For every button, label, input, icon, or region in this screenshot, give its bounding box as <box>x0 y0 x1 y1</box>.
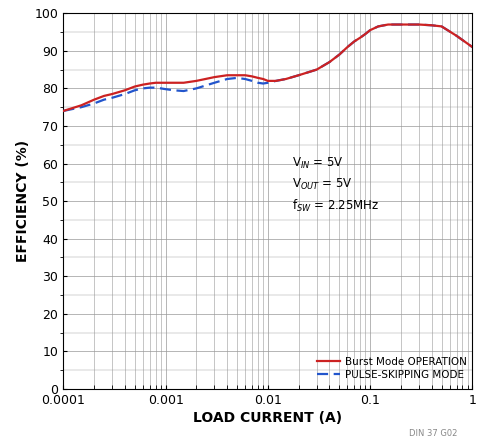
Y-axis label: EFFICIENCY (%): EFFICIENCY (%) <box>17 140 30 262</box>
X-axis label: LOAD CURRENT (A): LOAD CURRENT (A) <box>193 411 342 425</box>
Text: V$_{IN}$ = 5V
V$_{OUT}$ = 5V
f$_{SW}$ = 2.25MHz: V$_{IN}$ = 5V V$_{OUT}$ = 5V f$_{SW}$ = … <box>292 156 380 214</box>
Legend: Burst Mode OPERATION, PULSE-SKIPPING MODE: Burst Mode OPERATION, PULSE-SKIPPING MOD… <box>317 357 467 380</box>
Text: DIN 37 G02: DIN 37 G02 <box>410 429 458 438</box>
